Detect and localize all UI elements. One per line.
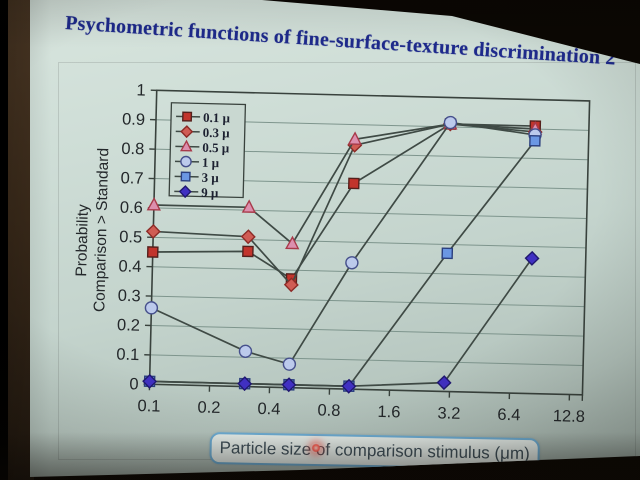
- x-tick-label: 6.4: [497, 406, 520, 425]
- room-darkness-left: [0, 0, 10, 480]
- legend-marker: [179, 139, 193, 152]
- data-point-marker: [347, 131, 362, 145]
- data-point-marker: [242, 245, 254, 258]
- y-tick-label: 0.7: [120, 169, 143, 188]
- series-9μ: [142, 250, 540, 394]
- x-tick-label: 12.8: [553, 407, 586, 426]
- x-tick-label: 0.1: [137, 397, 160, 416]
- x-tick-label: 0.2: [197, 398, 220, 417]
- legend-label: 9 μ: [201, 185, 219, 200]
- y-tick-label: 0.6: [120, 199, 143, 218]
- legend-marker: [182, 111, 193, 122]
- psychometric-chart: 1 0.9 0.8 0.7 0.6 0.5 0.4 0.3 0.2 0.1 0 0.1 0.2 0.4 0.…: [52, 78, 608, 436]
- data-point-marker: [345, 256, 359, 270]
- y-axis-label-line1: Probability: [73, 204, 92, 277]
- series-line: [151, 121, 536, 366]
- series-line: [149, 257, 533, 388]
- laser-pointer-dot: [311, 443, 321, 453]
- legend-label: 0.5 μ: [202, 140, 230, 156]
- data-point-marker: [281, 377, 297, 393]
- data-point-marker: [238, 344, 253, 359]
- x-tick-label: 0.4: [257, 400, 280, 419]
- y-tick-label: 0.5: [119, 228, 142, 247]
- data-point-marker: [529, 134, 541, 147]
- data-point-marker: [145, 223, 161, 239]
- legend-marker: [180, 125, 194, 139]
- data-point-marker: [237, 376, 253, 392]
- x-tick-label: 1.6: [377, 403, 400, 422]
- data-point-marker: [443, 115, 458, 130]
- x-tick-label: 3.2: [437, 404, 460, 423]
- y-tick-label: 0.3: [118, 287, 141, 306]
- legend-marker: [180, 155, 192, 168]
- data-point-marker: [144, 301, 159, 315]
- y-tick-label: 0.4: [118, 257, 141, 276]
- y-tick-label: 0.1: [116, 346, 139, 365]
- chart-svg: 1 0.9 0.8 0.7 0.6 0.5 0.4 0.3 0.2 0.1 0 0.1 0.2 0.4 0.…: [73, 81, 591, 426]
- data-point-marker: [146, 246, 159, 258]
- legend-marker: [178, 185, 192, 199]
- data-point-marker: [341, 378, 357, 394]
- y-axis-label-line2: Comparison > Standard: [91, 148, 112, 313]
- y-tick-label: 1: [136, 81, 146, 99]
- data-point-marker: [240, 229, 256, 245]
- data-point-marker: [441, 247, 454, 260]
- data-point-marker: [282, 357, 297, 371]
- legend-label: 3 μ: [201, 170, 219, 185]
- data-point-marker: [146, 197, 161, 211]
- legend-label: 1 μ: [202, 155, 220, 170]
- screen-left-edge: [8, 0, 34, 480]
- data-point-marker: [283, 277, 299, 293]
- data-point-marker: [241, 199, 257, 213]
- legend-label: 0.3 μ: [203, 125, 231, 141]
- data-point-marker: [142, 373, 158, 389]
- data-point-marker: [347, 177, 360, 190]
- legend: 0.1 μ0.3 μ0.5 μ1 μ3 μ9 μ: [168, 102, 247, 200]
- x-axis-caption: Particle size of comparison stimulus (μm…: [219, 438, 530, 464]
- x-axis-caption-box: Particle size of comparison stimulus (μm…: [209, 432, 540, 471]
- y-tick-label: 0.8: [121, 140, 144, 159]
- x-tick-label: 0.8: [317, 401, 340, 420]
- data-point-marker: [436, 375, 452, 391]
- y-tick-label: 0: [129, 375, 139, 393]
- legend-marker: [180, 171, 191, 182]
- legend-label: 0.1 μ: [203, 110, 231, 126]
- data-point-marker: [285, 235, 300, 250]
- data-point-marker: [524, 250, 540, 266]
- y-tick-label: 0.2: [117, 316, 140, 335]
- y-tick-label: 0.9: [122, 110, 145, 129]
